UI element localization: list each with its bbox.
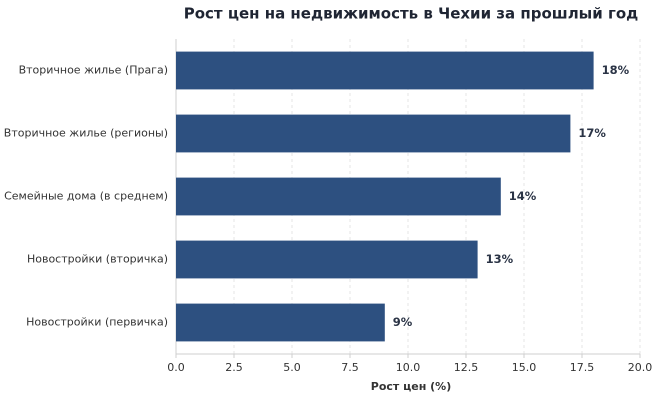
y-tick-label: Вторичное жилье (регионы) [4, 127, 168, 140]
y-tick-label: Новостройки (вторичка) [27, 253, 168, 266]
x-tick-label: 0.0 [167, 361, 185, 374]
value-label: 18% [602, 63, 630, 77]
x-tick-label: 20.0 [628, 361, 653, 374]
x-tick-label: 2.5 [225, 361, 243, 374]
y-tick-label: Вторичное жилье (Прага) [19, 64, 168, 77]
bar [176, 240, 478, 279]
y-tick-label: Новостройки (первичка) [26, 316, 168, 329]
bar [176, 177, 501, 216]
value-label: 17% [578, 126, 606, 140]
bar [176, 114, 571, 153]
x-tick-label: 5.0 [283, 361, 301, 374]
bar [176, 51, 594, 90]
chart-title: Рост цен на недвижимость в Чехии за прош… [184, 5, 639, 23]
bar [176, 303, 385, 342]
value-label: 14% [509, 189, 537, 203]
x-tick-label: 12.5 [454, 361, 479, 374]
value-label: 9% [393, 315, 413, 329]
x-axis-title: Рост цен (%) [371, 380, 451, 393]
x-tick-label: 7.5 [341, 361, 359, 374]
x-tick-label: 17.5 [570, 361, 595, 374]
y-tick-label: Семейные дома (в среднем) [4, 190, 168, 203]
value-label: 13% [486, 252, 514, 266]
x-tick-label: 10.0 [396, 361, 421, 374]
x-tick-label: 15.0 [512, 361, 537, 374]
